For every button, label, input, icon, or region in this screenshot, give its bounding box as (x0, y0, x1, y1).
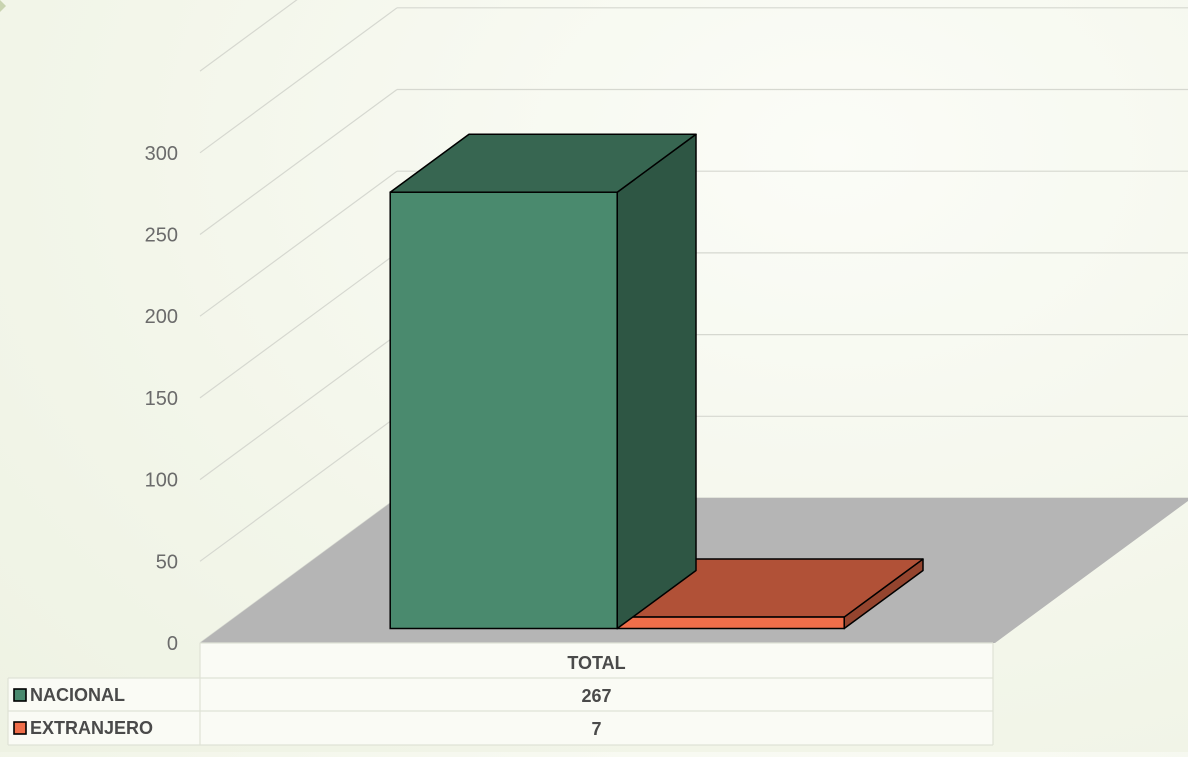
category-label: TOTAL (567, 653, 625, 673)
y-tick-label: 150 (145, 388, 178, 410)
data-value: 267 (581, 686, 611, 706)
gridline-side (199, 7, 398, 154)
gridline-side (199, 0, 298, 72)
gridline-side (199, 89, 398, 235)
bars (389, 133, 924, 630)
edge-accent (0, 0, 6, 12)
gridline-side (199, 334, 398, 481)
legend-label: EXTRANJERO (30, 718, 153, 738)
y-tick-label: 200 (145, 306, 178, 328)
legend-label: NACIONAL (30, 685, 125, 705)
bar-nacional (389, 133, 697, 630)
y-tick-label: 250 (145, 225, 178, 247)
data-value: 7 (591, 719, 601, 739)
y-tick-label: 300 (145, 143, 178, 165)
table-bg (200, 643, 993, 745)
gridline-side (199, 415, 398, 562)
y-tick-label: 100 (145, 470, 178, 492)
gridline-side (199, 170, 398, 317)
bar-front (389, 191, 618, 630)
y-tick-label: 50 (156, 551, 178, 573)
y-tick-label: 0 (167, 633, 178, 655)
bar-side (616, 133, 697, 630)
gridline-side (199, 252, 398, 399)
y-axis-ticks: 0 50 100 150 200 250 300 (145, 143, 178, 655)
data-table: TOTAL NACIONAL 267 EXTRANJERO 7 (0, 0, 994, 746)
legend-key-nacional (13, 688, 27, 702)
bar-front (616, 616, 845, 630)
legend-key-extranjero (13, 721, 27, 735)
bar-extranjero (616, 558, 924, 630)
